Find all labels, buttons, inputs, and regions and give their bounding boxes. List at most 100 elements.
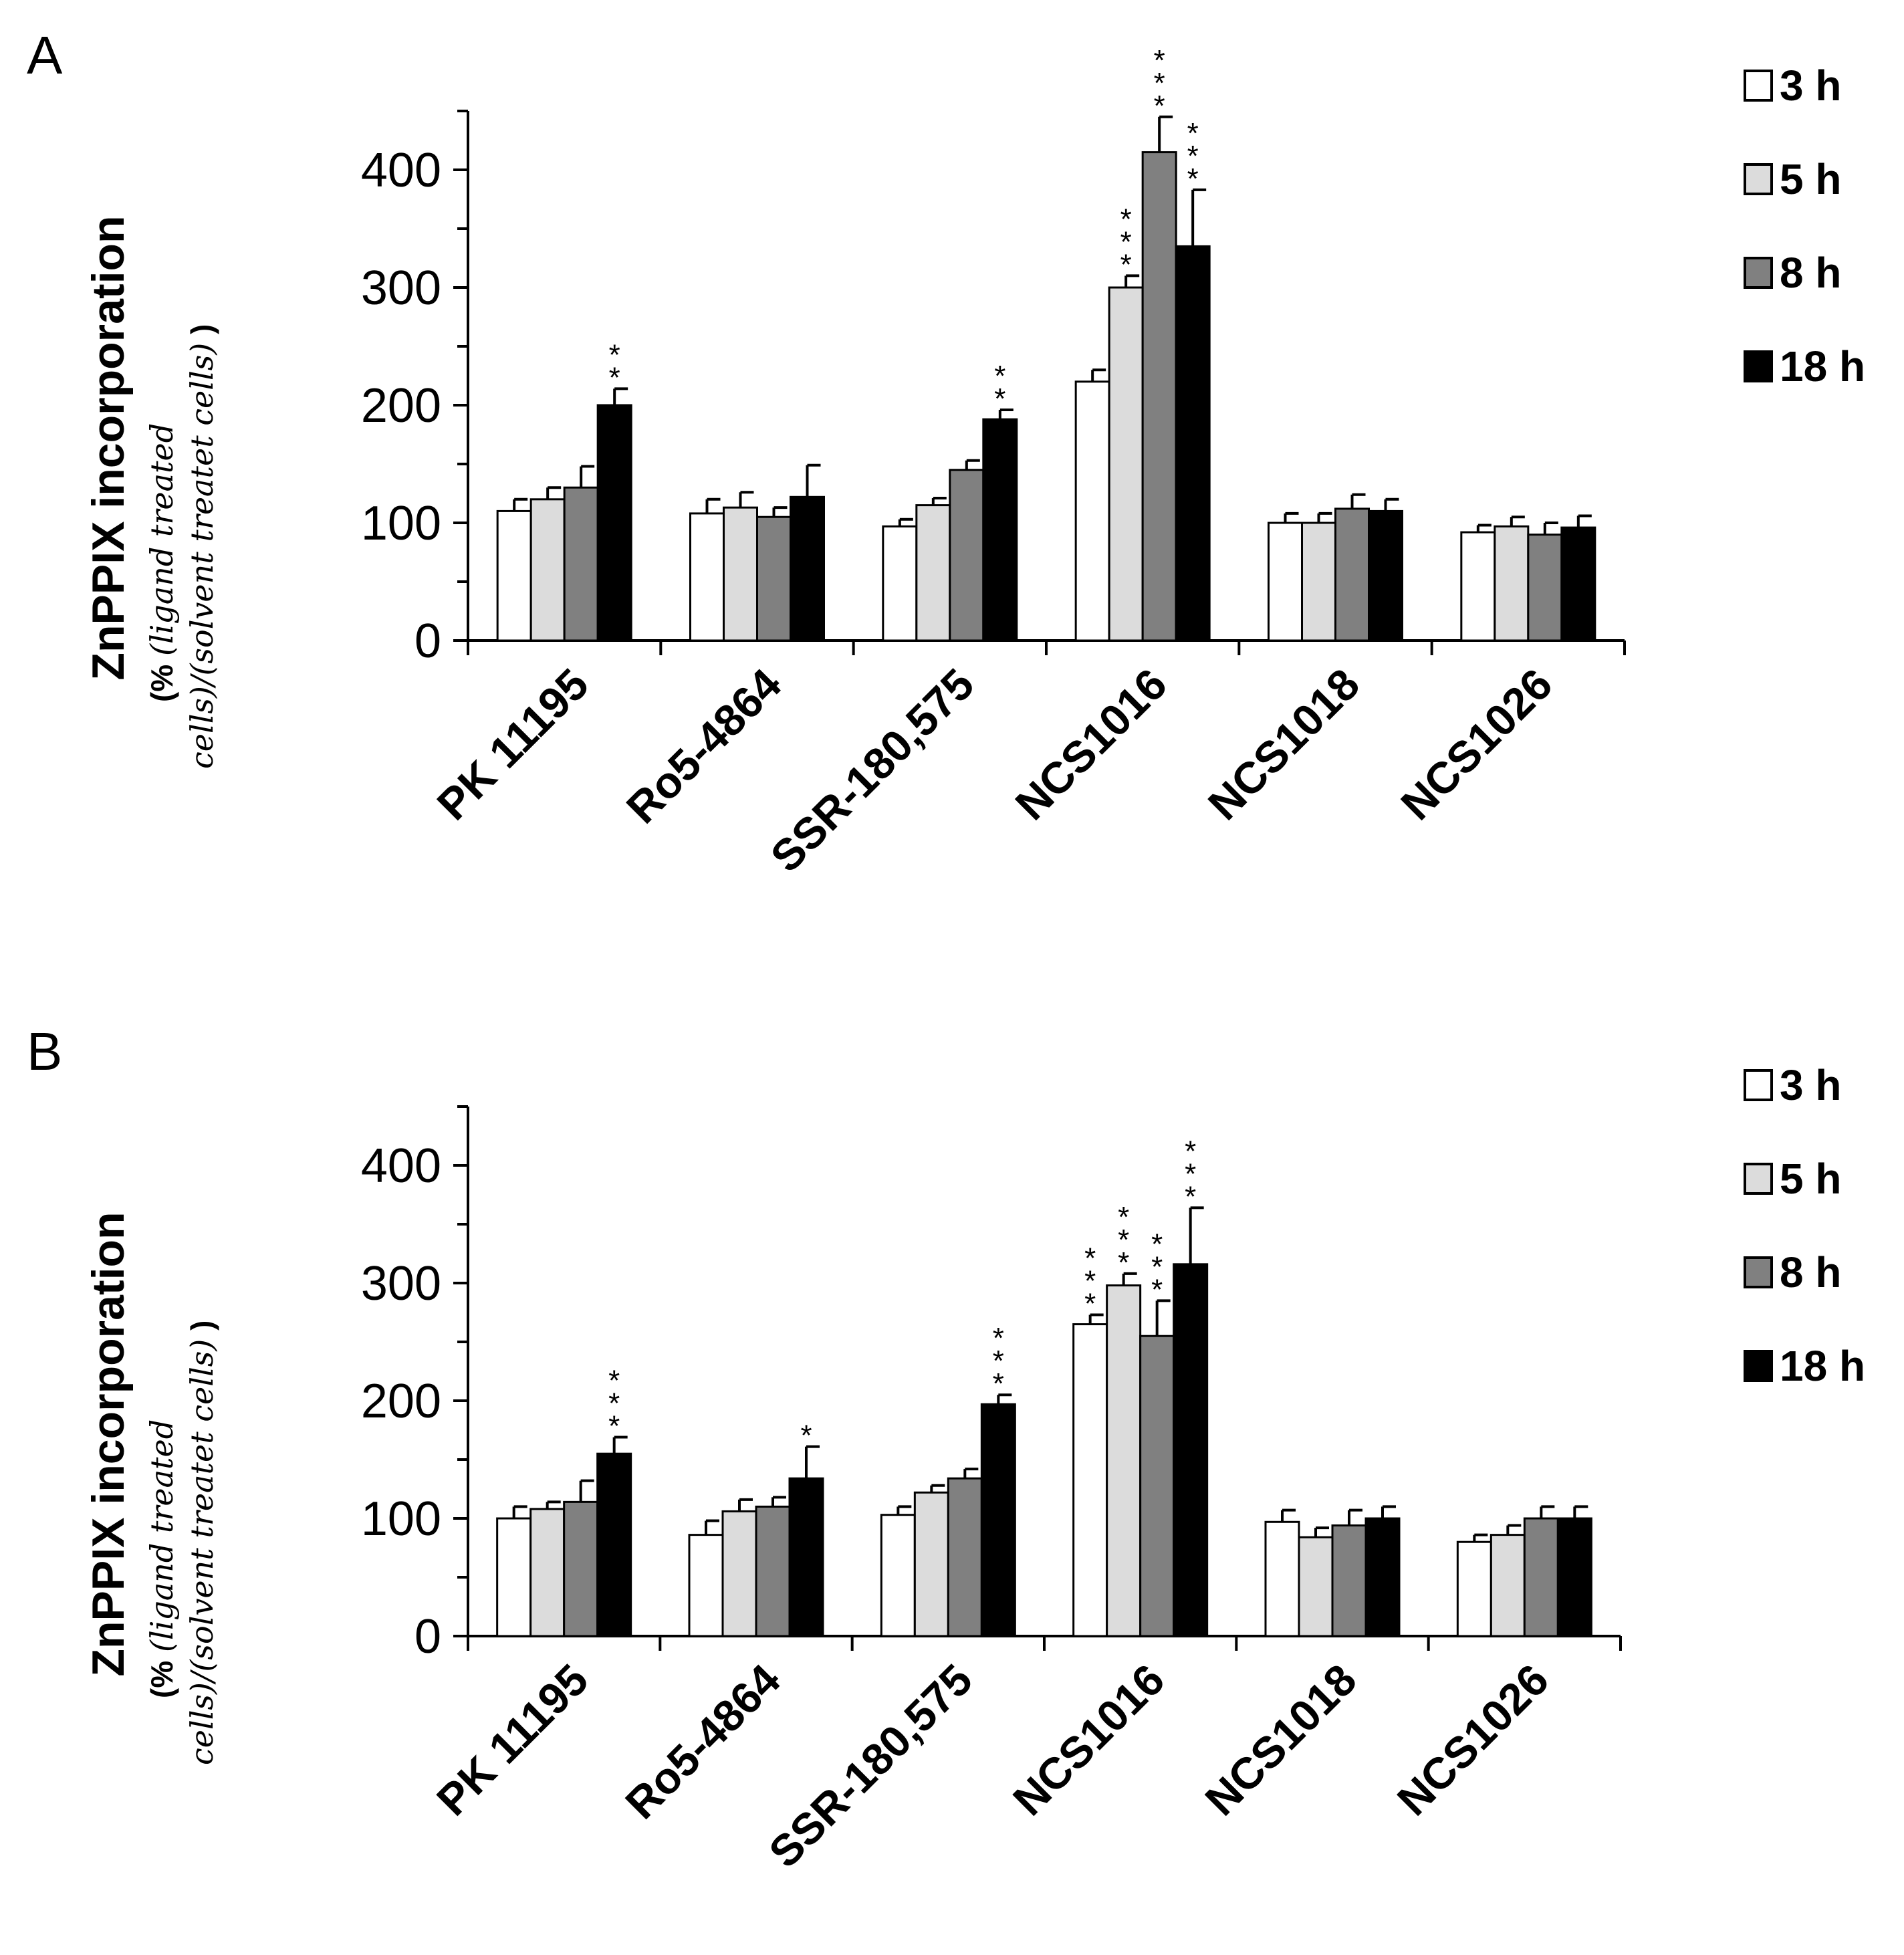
y-subtitle-text1: (ligand treated <box>144 1419 180 1652</box>
legend-swatch <box>1744 163 1773 195</box>
bar <box>1072 1323 1108 1637</box>
legend-swatch <box>1744 257 1773 289</box>
significance-star: * <box>1120 248 1132 281</box>
y-tick-label: 400 <box>361 1139 441 1193</box>
bar <box>756 515 792 642</box>
bar <box>1074 380 1110 642</box>
significance-star: * <box>800 1419 812 1452</box>
bar <box>596 404 632 642</box>
bar <box>496 1517 532 1637</box>
bar <box>1364 1517 1401 1637</box>
bar <box>980 1403 1016 1637</box>
y-tick-label: 0 <box>414 614 441 668</box>
significance-star: * <box>608 1410 620 1443</box>
y-subtitle-text2: cells)/(solvent treatet cells) <box>184 1339 220 1765</box>
y-tick-label: 200 <box>361 1375 441 1428</box>
legend-swatch <box>1744 1256 1773 1288</box>
significance-star: * <box>1187 117 1199 150</box>
x-tick-label: SSR-180,575 <box>759 1655 982 1877</box>
bar <box>496 509 532 642</box>
y-subtitle-text2: cells)/(solvent treatet cells) <box>184 343 220 769</box>
bar <box>1456 1540 1492 1637</box>
y-tick-label: 0 <box>414 1610 441 1663</box>
legend-label: 8 h <box>1780 1248 1841 1296</box>
bar <box>1556 1517 1592 1637</box>
legend-label: 3 h <box>1780 62 1841 110</box>
y-subtitle-open: (% <box>144 1652 179 1698</box>
bar <box>1268 522 1303 642</box>
significance-star: * <box>608 1365 620 1397</box>
significance-star: * <box>1185 1180 1196 1213</box>
significance-star: * <box>1185 1157 1196 1190</box>
significance-star: * <box>1118 1246 1129 1279</box>
x-tick-label: NCS1018 <box>1195 1655 1366 1825</box>
significance-star: * <box>1151 1250 1163 1283</box>
y-subtitle-open: (% <box>144 656 179 702</box>
significance-star: * <box>1120 225 1132 258</box>
y-axis-title: ZnPPIX incorporation <box>83 215 134 680</box>
significance-star: * <box>1187 162 1199 195</box>
y-axis-subtitle-line2: cells)/(solvent treatet cells) ) <box>184 324 220 769</box>
bar <box>723 506 758 642</box>
significance-star: * <box>1118 1201 1129 1234</box>
x-tick-label: Ro5-4864 <box>616 1654 790 1828</box>
bar <box>1368 509 1403 642</box>
significance-star: * <box>609 361 620 394</box>
bar <box>1108 286 1144 642</box>
legend-label: 5 h <box>1780 155 1841 203</box>
bar <box>596 1452 632 1637</box>
legend-swatch <box>1744 1069 1773 1101</box>
y-axis-subtitle-line2: cells)/(solvent treatet cells) ) <box>184 1320 220 1765</box>
significance-star: * <box>1154 44 1165 77</box>
bar <box>880 1514 916 1637</box>
panel-letter: A <box>27 25 63 85</box>
y-subtitle-text1: (ligand treated <box>144 423 180 656</box>
y-subtitle-close: ) <box>185 1320 219 1339</box>
significance-star: * <box>1084 1242 1096 1275</box>
significance-star: * <box>1154 90 1165 122</box>
bar <box>949 469 985 642</box>
significance-star: * <box>1154 67 1165 100</box>
significance-star: * <box>1185 1135 1196 1167</box>
bar <box>947 1477 983 1637</box>
significance-star: * <box>1084 1288 1096 1320</box>
bar <box>788 1477 824 1637</box>
y-subtitle-close: ) <box>185 324 219 343</box>
bar <box>1494 525 1530 642</box>
x-tick-label: PK 11195 <box>427 1655 598 1825</box>
significance-star: * <box>1151 1228 1163 1260</box>
y-tick-label: 100 <box>361 497 441 550</box>
bar <box>1560 526 1596 642</box>
significance-star: * <box>994 360 1005 392</box>
bar <box>688 1534 724 1637</box>
bar <box>1106 1284 1142 1637</box>
x-tick-label: NCS1026 <box>1388 1655 1558 1825</box>
legend-swatch <box>1744 1163 1773 1195</box>
x-tick-label: NCS1018 <box>1199 659 1369 830</box>
significance-star: * <box>1151 1273 1163 1306</box>
bar <box>1523 1517 1559 1637</box>
y-axis-title: ZnPPIX incorporation <box>83 1212 134 1676</box>
bar <box>1173 1263 1209 1637</box>
bar <box>1139 1335 1175 1637</box>
bar <box>563 1500 599 1637</box>
legend-swatch <box>1744 70 1773 102</box>
significance-star: * <box>1120 203 1132 235</box>
significance-star: * <box>993 1322 1004 1355</box>
bar <box>1490 1534 1526 1637</box>
significance-star: * <box>609 338 620 371</box>
bar <box>982 418 1018 642</box>
significance-star: * <box>608 1387 620 1420</box>
bar <box>529 1508 566 1637</box>
bar <box>1331 1524 1367 1637</box>
x-tick-label: SSR-180,575 <box>761 659 983 882</box>
panel-letter: B <box>27 1022 62 1081</box>
legend-swatch <box>1744 350 1773 382</box>
bar <box>689 512 725 642</box>
significance-star: * <box>994 382 1005 415</box>
y-tick-label: 100 <box>361 1492 441 1546</box>
legend-swatch <box>1744 1350 1773 1382</box>
